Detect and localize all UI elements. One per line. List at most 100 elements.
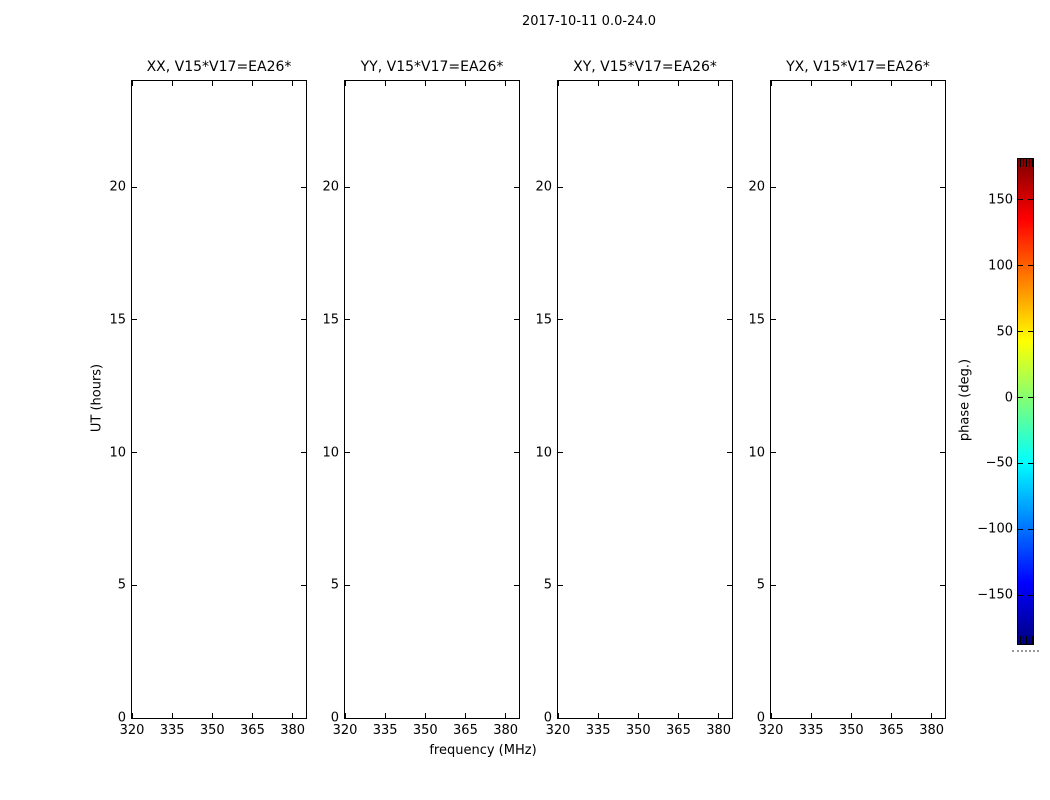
y-tick-mark <box>514 452 519 454</box>
y-tick-mark <box>771 452 776 454</box>
colorbar-tick-mark <box>1018 528 1023 530</box>
x-tick-mark <box>131 713 133 718</box>
y-tick-mark <box>940 186 945 188</box>
y-tick-label: 5 <box>330 577 339 593</box>
x-tick-mark <box>171 81 173 86</box>
x-tick-mark <box>211 713 213 718</box>
y-tick-mark <box>345 452 350 454</box>
subplot-yx: YX, V15*V17=EA26* 320 335 350 365 380 0 5 10 15 2… <box>748 59 946 738</box>
x-tick-mark <box>384 713 386 718</box>
x-tick-mark <box>384 81 386 86</box>
y-tick-mark <box>345 319 350 321</box>
subplot-title: XX, V15*V17=EA26* <box>146 59 292 75</box>
x-tick-mark <box>810 713 812 718</box>
colorbar-bottom-dots <box>1012 650 1039 652</box>
y-tick-label: 0 <box>756 710 765 726</box>
x-tick-label: 335 <box>159 723 185 738</box>
y-tick-label: 5 <box>543 577 552 593</box>
y-tick-mark <box>301 319 306 321</box>
colorbar-tick-mark <box>1028 331 1033 333</box>
colorbar-tick-label: −100 <box>977 521 1013 537</box>
x-tick-mark <box>850 713 852 718</box>
x-tick-mark <box>677 81 679 86</box>
y-tick-mark <box>558 584 563 586</box>
colorbar-tick-mark <box>1028 462 1033 464</box>
y-tick-label: 15 <box>748 312 765 328</box>
x-tick-label: 380 <box>280 723 306 738</box>
y-tick-label: 20 <box>322 179 339 195</box>
x-tick-label: 350 <box>838 723 864 738</box>
x-tick-mark <box>251 81 253 86</box>
y-tick-mark <box>727 186 732 188</box>
colorbar-hatch-mark <box>1026 159 1027 167</box>
x-tick-mark <box>770 81 772 86</box>
x-tick-label: 320 <box>119 723 145 738</box>
colorbar-tick-mark <box>1018 199 1023 201</box>
y-tick-mark <box>345 584 350 586</box>
y-tick-mark <box>132 186 137 188</box>
x-tick-mark <box>344 81 346 86</box>
colorbar-tick-mark <box>1028 528 1033 530</box>
x-tick-label: 380 <box>919 723 945 738</box>
colorbar-hatch-mark <box>1029 636 1030 644</box>
y-tick-label: 0 <box>543 710 552 726</box>
y-tick-mark <box>132 717 137 719</box>
colorbar-hatch-mark <box>1023 636 1024 644</box>
x-tick-mark <box>810 81 812 86</box>
x-tick-mark <box>344 713 346 718</box>
colorbar-tick-mark <box>1018 462 1023 464</box>
x-tick-mark <box>931 81 933 86</box>
y-tick-mark <box>132 452 137 454</box>
y-tick-mark <box>771 717 776 719</box>
colorbar-tick-mark <box>1028 199 1033 201</box>
colorbar-tick-mark <box>1018 331 1023 333</box>
x-tick-label: 350 <box>199 723 225 738</box>
colorbar-tick-label: 150 <box>988 192 1013 208</box>
x-tick-label: 365 <box>240 723 265 738</box>
y-tick-mark <box>771 186 776 188</box>
y-tick-mark <box>301 452 306 454</box>
figure-title: 2017-10-11 0.0-24.0 <box>522 14 656 29</box>
y-tick-mark <box>940 717 945 719</box>
colorbar-hatch-mark <box>1020 636 1021 644</box>
y-tick-label: 15 <box>109 312 126 328</box>
colorbar-label: phase (deg.) <box>957 358 973 442</box>
y-tick-mark <box>132 584 137 586</box>
y-tick-mark <box>727 452 732 454</box>
x-tick-mark <box>637 713 639 718</box>
x-tick-mark <box>424 713 426 718</box>
x-tick-mark <box>131 81 133 86</box>
x-tick-label: 380 <box>706 723 732 738</box>
x-tick-mark <box>505 81 507 86</box>
x-tick-mark <box>718 713 720 718</box>
y-tick-mark <box>727 717 732 719</box>
colorbar-tick-mark <box>1028 397 1033 399</box>
x-tick-mark <box>424 81 426 86</box>
y-tick-mark <box>514 717 519 719</box>
y-tick-mark <box>558 319 563 321</box>
y-tick-label: 15 <box>322 312 339 328</box>
x-tick-label: 380 <box>493 723 519 738</box>
y-tick-label: 20 <box>535 179 552 195</box>
x-tick-label: 365 <box>666 723 691 738</box>
y-tick-mark <box>771 319 776 321</box>
x-tick-mark <box>211 81 213 86</box>
x-tick-label: 335 <box>372 723 398 738</box>
colorbar-tick-mark <box>1018 265 1023 267</box>
y-tick-mark <box>727 584 732 586</box>
y-tick-label: 10 <box>535 445 552 461</box>
colorbar-tick-label: −150 <box>977 587 1013 603</box>
colorbar-hatch-mark <box>1026 636 1027 644</box>
colorbar-tick-label: −50 <box>985 455 1013 471</box>
x-tick-mark <box>464 713 466 718</box>
x-tick-label: 350 <box>625 723 651 738</box>
colorbar: 150 100 50 0 −50 −100 −150 <box>977 158 1034 645</box>
colorbar-tick-mark <box>1028 594 1033 596</box>
colorbar-tick-mark <box>1018 594 1023 596</box>
y-tick-mark <box>940 452 945 454</box>
x-tick-mark <box>292 713 294 718</box>
y-tick-mark <box>345 186 350 188</box>
colorbar-tick-mark <box>1018 397 1023 399</box>
x-tick-mark <box>505 713 507 718</box>
